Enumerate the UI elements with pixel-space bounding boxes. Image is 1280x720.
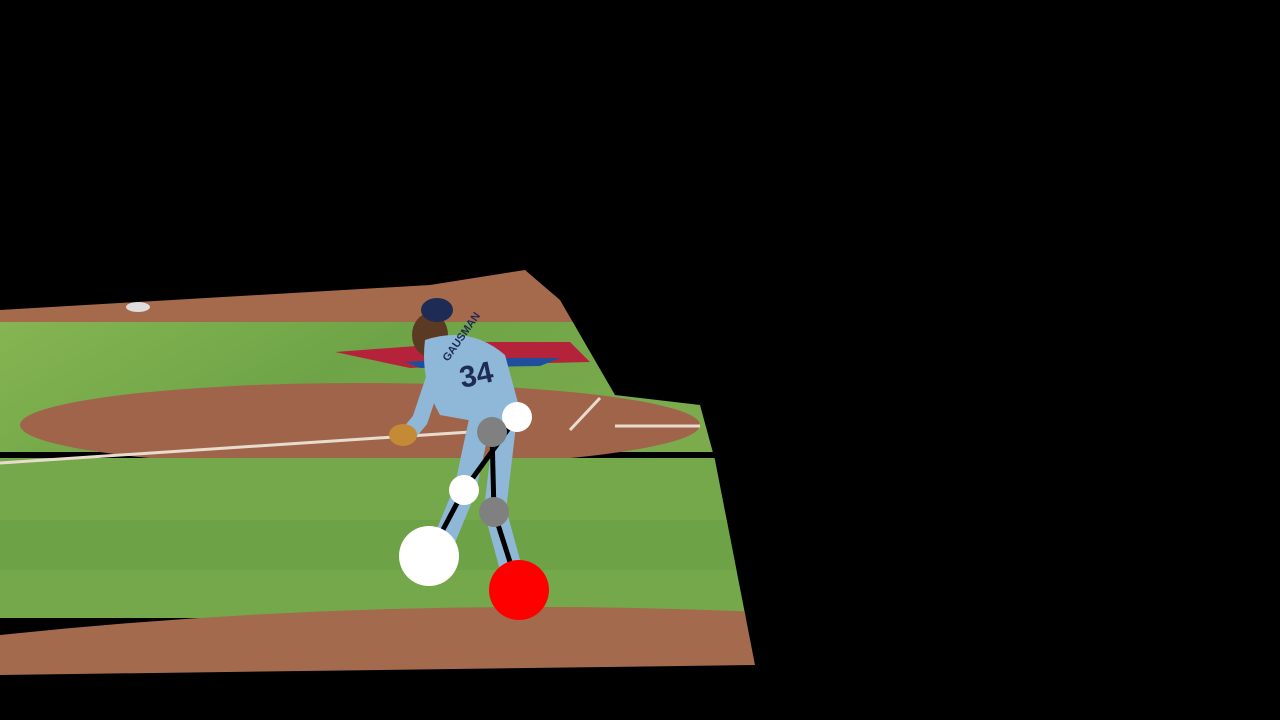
batters-box-chalk <box>568 396 700 432</box>
pose-keypoint-hip-right <box>477 417 507 447</box>
infield-dirt-circle <box>20 383 700 467</box>
pose-skeleton <box>399 402 549 620</box>
pose-keypoint-ankle-left <box>399 526 459 586</box>
pose-keypoint-hip-left <box>502 402 532 432</box>
pitcher: 34 GAUSMAN <box>389 298 521 576</box>
pose-keypoint-ankle-right <box>489 560 549 620</box>
jersey-number: 34 <box>457 356 497 395</box>
pose-keypoint-knee-left <box>449 475 479 505</box>
distant-object <box>126 302 150 312</box>
pitcher-glove <box>389 424 417 446</box>
pitcher-torso <box>424 335 520 422</box>
grass-stripe <box>0 520 755 570</box>
pitcher-cap <box>421 298 453 322</box>
pitchers-mound <box>0 606 755 675</box>
pose-keypoint-knee-right <box>479 497 509 527</box>
